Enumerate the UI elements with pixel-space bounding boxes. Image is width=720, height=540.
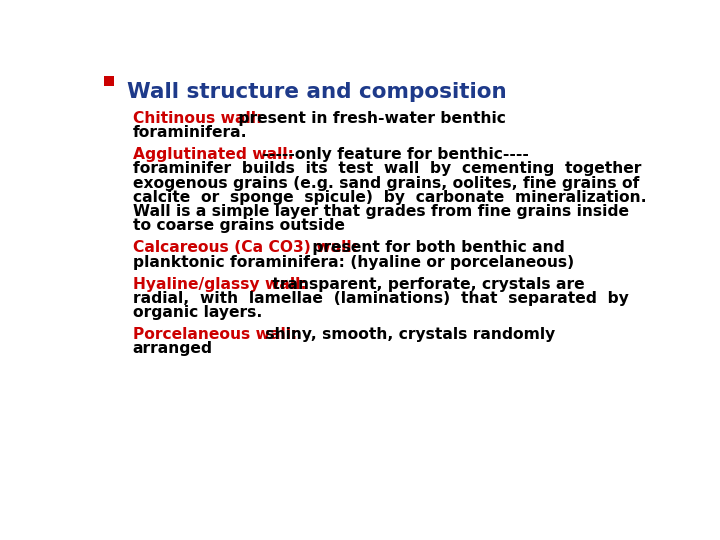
Text: arranged: arranged xyxy=(132,341,212,356)
Text: shiny, smooth, crystals randomly: shiny, smooth, crystals randomly xyxy=(260,327,555,342)
Text: Calcareous (Ca CO3) wall:: Calcareous (Ca CO3) wall: xyxy=(132,240,358,255)
Text: -----only feature for benthic----: -----only feature for benthic---- xyxy=(257,147,529,162)
Bar xyxy=(104,76,114,85)
Text: to coarse grains outside: to coarse grains outside xyxy=(132,218,344,233)
Text: Wall is a simple layer that grades from fine grains inside: Wall is a simple layer that grades from … xyxy=(132,204,629,219)
Text: Chitinous wall:: Chitinous wall: xyxy=(132,111,262,126)
Text: Wall structure and composition: Wall structure and composition xyxy=(127,82,507,102)
Text: calcite  or  sponge  spicule)  by  carbonate  mineralization.: calcite or sponge spicule) by carbonate … xyxy=(132,190,647,205)
Text: Agglutinated wall:: Agglutinated wall: xyxy=(132,147,294,162)
Text: Porcelaneous wall:: Porcelaneous wall: xyxy=(132,327,297,342)
Text: planktonic foraminifera: (hyaline or porcelaneous): planktonic foraminifera: (hyaline or por… xyxy=(132,254,574,269)
Text: Hyaline/glassy wall:: Hyaline/glassy wall: xyxy=(132,276,306,292)
Text: exogenous grains (e.g. sand grains, oolites, fine grains of: exogenous grains (e.g. sand grains, ooli… xyxy=(132,176,639,191)
Text: present for both benthic and: present for both benthic and xyxy=(307,240,564,255)
Text: present in fresh-water benthic: present in fresh-water benthic xyxy=(233,111,505,126)
Text: foraminifer  builds  its  test  wall  by  cementing  together: foraminifer builds its test wall by ceme… xyxy=(132,161,641,177)
Text: transparent, perforate, crystals are: transparent, perforate, crystals are xyxy=(267,276,585,292)
Text: organic layers.: organic layers. xyxy=(132,305,262,320)
Text: foraminifera.: foraminifera. xyxy=(132,125,247,140)
Text: radial,  with  lamellae  (laminations)  that  separated  by: radial, with lamellae (laminations) that… xyxy=(132,291,629,306)
